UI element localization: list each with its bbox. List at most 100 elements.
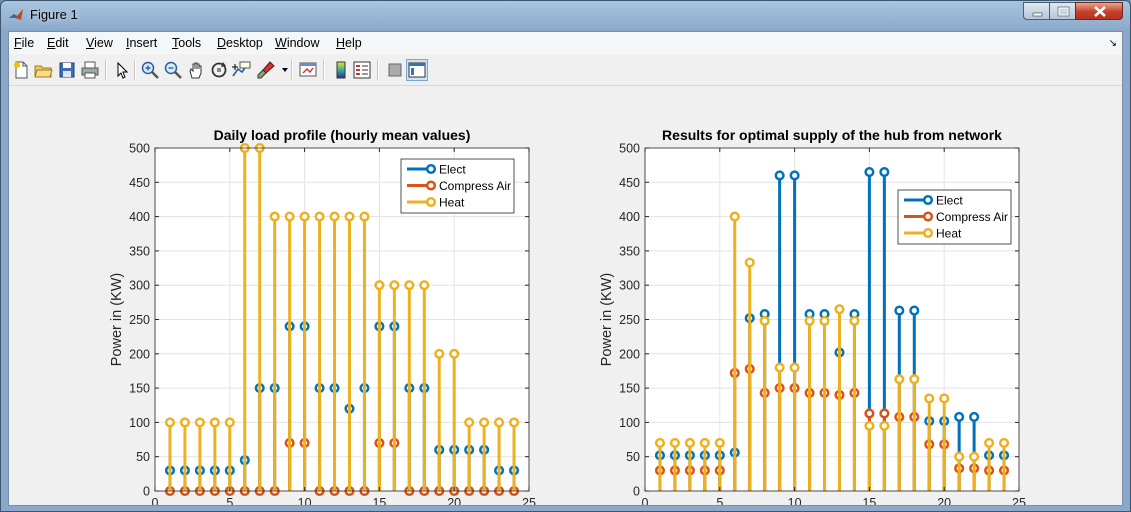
figure-client-area: File Edit View Insert Tools Desktop Window Help… <box>8 31 1123 506</box>
menu-help[interactable]: Help <box>336 36 362 50</box>
show-plot-tools-icon[interactable] <box>406 59 428 81</box>
legend-entry-label: Heat <box>439 196 465 210</box>
figure-toolbar <box>9 55 1122 86</box>
stem-marker <box>194 417 205 428</box>
stem-marker <box>894 374 905 385</box>
y-tick-label: 100 <box>129 416 150 430</box>
y-tick-label: 150 <box>129 382 150 396</box>
minimize-icon <box>1032 12 1043 17</box>
stem-marker <box>998 437 1010 449</box>
stem-marker <box>389 280 400 291</box>
stem-marker <box>819 315 830 326</box>
stem-marker <box>909 305 920 316</box>
legend-entry-label: Heat <box>936 227 962 241</box>
stem-marker <box>508 417 520 428</box>
x-tick-label: 5 <box>226 496 233 505</box>
stem-marker <box>344 211 355 222</box>
data-cursor-icon[interactable] <box>231 60 251 80</box>
menu-insert[interactable]: Insert <box>126 36 157 50</box>
zoom-out-icon[interactable] <box>163 60 183 80</box>
open-file-icon[interactable] <box>33 60 53 80</box>
menu-file[interactable]: File <box>14 36 34 50</box>
legend-marker <box>922 194 934 206</box>
y-tick-label: 0 <box>633 485 640 499</box>
save-icon[interactable] <box>57 60 77 80</box>
stem-marker <box>744 257 755 268</box>
stem-marker <box>224 417 235 428</box>
legend-entry-label: Compress Air <box>936 210 1008 224</box>
brush-icon[interactable] <box>256 60 276 80</box>
menu-mnemonic: I <box>126 36 130 50</box>
menu-edit[interactable]: Edit <box>47 36 69 50</box>
stem-marker <box>789 170 800 181</box>
menu-label-rest: iew <box>94 36 113 50</box>
menu-view[interactable]: View <box>86 36 113 50</box>
x-tick-label: 10 <box>788 496 802 505</box>
figure-canvas: 0 5 10 15 20 25 0 50 100 150 200 250 300 350 400 450 500… <box>9 86 1122 505</box>
legend[interactable]: Elect Compress Air Heat <box>400 158 515 214</box>
menu-mnemonic: T <box>172 36 179 50</box>
stem-marker <box>654 437 666 449</box>
menu-desktop[interactable]: Desktop <box>217 36 263 50</box>
stem-marker <box>849 315 860 326</box>
stem-marker <box>909 374 920 385</box>
stem-marker <box>714 437 725 449</box>
menu-tools[interactable]: Tools <box>172 36 201 50</box>
stem-marker <box>179 417 190 428</box>
brush-dropdown-icon[interactable] <box>275 60 295 80</box>
stem-marker <box>269 211 280 222</box>
legend-marker <box>922 211 934 222</box>
axes-1[interactable]: 0 5 10 15 20 25050100150200250300350400450500… <box>109 127 536 505</box>
stem-marker <box>879 166 890 178</box>
stem-marker <box>894 305 905 316</box>
x-tick-label: 25 <box>522 496 536 505</box>
menu-label-rest: indow <box>286 36 320 50</box>
legend-marker <box>425 163 437 175</box>
maximize-button[interactable] <box>1049 2 1076 20</box>
legend-icon[interactable] <box>352 60 372 80</box>
pan-hand-icon[interactable] <box>186 60 206 80</box>
legend-marker <box>922 227 934 239</box>
y-tick-label: 450 <box>129 176 150 190</box>
zoom-in-icon[interactable] <box>140 60 160 80</box>
hide-plot-tools-icon[interactable] <box>385 60 405 80</box>
stem-marker <box>699 437 710 449</box>
stem-marker <box>479 417 490 428</box>
menu-window[interactable]: Window <box>275 36 319 50</box>
link-plot-icon[interactable] <box>298 60 318 80</box>
y-tick-label: 400 <box>129 210 150 224</box>
stem-marker <box>374 280 385 291</box>
minimize-button[interactable] <box>1023 2 1050 20</box>
y-tick-label: 50 <box>136 450 150 464</box>
stem-marker <box>464 417 475 428</box>
stem-marker <box>494 417 505 428</box>
stem-marker <box>924 393 935 404</box>
title-bar[interactable]: Figure 1 <box>1 1 1130 29</box>
stem-marker <box>434 348 445 359</box>
axes-2[interactable]: 0 5 10 15 20 25050100150200250300350400450500… <box>599 127 1026 505</box>
stem-marker <box>834 304 845 315</box>
y-tick-label: 450 <box>619 176 640 190</box>
stem-marker <box>729 211 740 222</box>
new-figure-icon[interactable] <box>11 60 31 80</box>
legend[interactable]: Elect Compress Air Heat <box>897 189 1012 245</box>
print-icon[interactable] <box>80 60 100 80</box>
chart-title: Daily load profile (hourly mean values) <box>214 127 471 143</box>
stem-marker <box>759 315 770 326</box>
colorbar-icon[interactable] <box>331 60 351 80</box>
close-button[interactable] <box>1075 2 1123 20</box>
x-tick-label: 20 <box>937 496 951 505</box>
y-tick-label: 500 <box>129 142 150 156</box>
stem-marker <box>804 315 815 326</box>
stem-marker <box>984 437 995 449</box>
maximize-icon <box>1057 6 1070 17</box>
legend-marker <box>425 196 437 208</box>
rotate-3d-icon[interactable] <box>209 60 229 80</box>
y-tick-label: 150 <box>619 382 640 396</box>
edit-plot-arrow-icon[interactable] <box>112 60 132 80</box>
y-tick-label: 350 <box>129 244 150 258</box>
y-tick-label: 400 <box>619 210 640 224</box>
y-tick-label: 350 <box>619 244 640 258</box>
dock-figure-icon[interactable]: ↘ <box>1108 38 1117 49</box>
